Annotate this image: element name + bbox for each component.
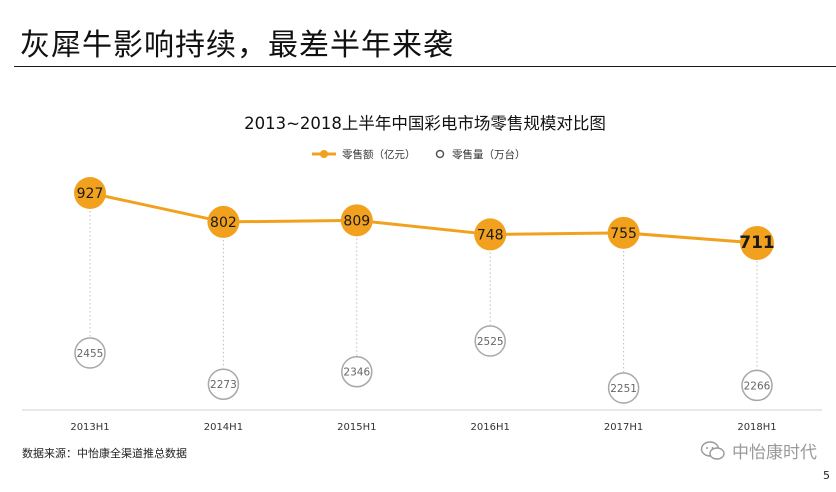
legend-volume-marker bbox=[435, 149, 445, 159]
amount-point bbox=[607, 216, 640, 249]
x-tick-label: 2013H1 bbox=[70, 422, 109, 433]
amount-data-label: 809 bbox=[343, 213, 370, 229]
x-tick-label: 2014H1 bbox=[204, 422, 243, 433]
volume-data-label: 2525 bbox=[477, 336, 504, 348]
data-source-note: 数据来源：中怡康全渠道推总数据 bbox=[22, 447, 187, 460]
leader-lines bbox=[89, 211, 758, 372]
amount-point bbox=[474, 218, 507, 251]
legend-amount-marker bbox=[320, 150, 328, 158]
volume-series: 2455 2273 2346 2525 2251 2266 bbox=[74, 325, 773, 404]
amount-point bbox=[340, 204, 373, 237]
title-divider bbox=[14, 66, 836, 67]
amount-point bbox=[207, 205, 240, 238]
x-tick-label: 2015H1 bbox=[337, 422, 376, 433]
amount-data-label: 748 bbox=[477, 227, 504, 243]
x-tick-label: 2017H1 bbox=[604, 422, 643, 433]
watermark-text: 中怡康时代 bbox=[732, 443, 817, 463]
volume-data-label: 2346 bbox=[343, 367, 370, 379]
watermark: 中怡康时代 bbox=[700, 438, 817, 463]
amount-data-label: 802 bbox=[210, 215, 237, 231]
volume-point bbox=[341, 355, 373, 388]
volume-point bbox=[607, 372, 640, 404]
amount-data-label: 711 bbox=[739, 233, 775, 253]
amount-data-label: 927 bbox=[77, 186, 104, 202]
page-number: 5 bbox=[823, 469, 830, 482]
x-tick-label: 2016H1 bbox=[471, 422, 510, 433]
volume-point bbox=[207, 368, 240, 400]
volume-point bbox=[741, 369, 773, 402]
legend-volume-label: 零售量（万台） bbox=[452, 148, 526, 161]
amount-data-label: 755 bbox=[610, 226, 637, 242]
volume-data-label: 2251 bbox=[610, 383, 637, 395]
volume-data-label: 2273 bbox=[210, 379, 237, 391]
legend-amount-label: 零售额（亿元） bbox=[342, 148, 416, 161]
amount-series-line bbox=[89, 191, 758, 245]
slide-title: 灰犀牛影响持续，最差半年来袭 bbox=[20, 28, 454, 63]
wechat-icon bbox=[700, 440, 725, 460]
amount-point bbox=[740, 226, 774, 260]
volume-data-label: 2455 bbox=[77, 348, 104, 360]
chart-legend: 零售额（亿元） 零售量（万台） bbox=[312, 148, 526, 161]
volume-point bbox=[474, 325, 506, 357]
amount-series: 927 802 809 748 755 711 bbox=[74, 177, 775, 260]
x-tick-labels: 2013H1 2014H1 2015H1 2016H1 2017H1 2018H1 bbox=[70, 422, 776, 433]
x-tick-label: 2018H1 bbox=[737, 422, 776, 433]
volume-point bbox=[74, 337, 106, 369]
chart-title: 2013~2018上半年中国彩电市场零售规模对比图 bbox=[244, 114, 606, 133]
amount-point bbox=[74, 177, 106, 209]
volume-data-label: 2266 bbox=[744, 380, 771, 392]
